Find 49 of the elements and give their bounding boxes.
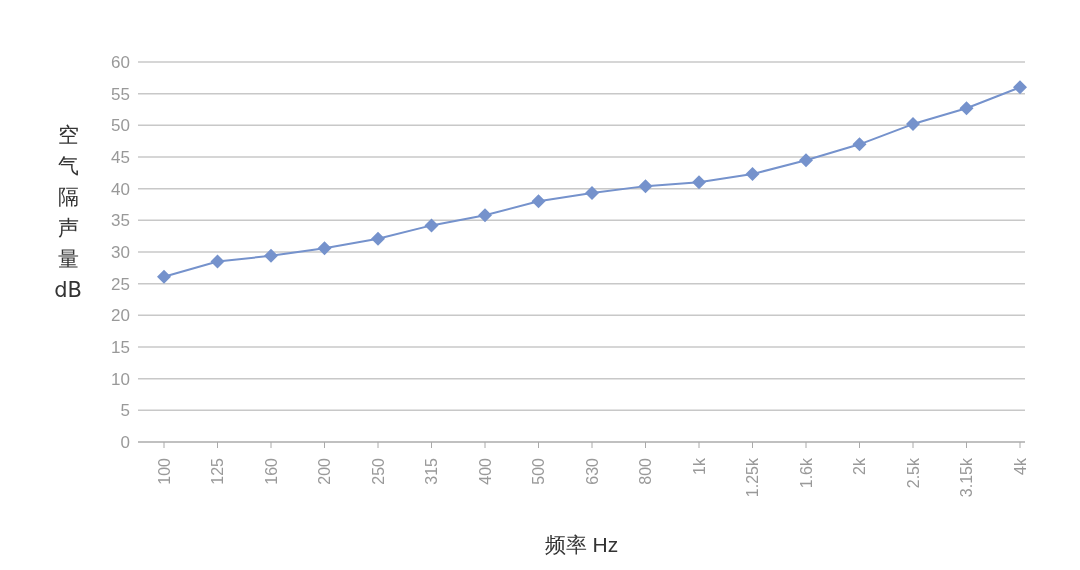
y-tick-label: 55 <box>111 84 130 104</box>
point <box>852 137 867 152</box>
point <box>799 153 813 168</box>
point <box>1013 80 1027 95</box>
y-tick-label: 35 <box>111 211 130 231</box>
x-tick-label: 1.6k <box>797 457 815 489</box>
y-tick-label: 60 <box>111 53 130 73</box>
point <box>157 269 171 284</box>
point <box>371 231 385 246</box>
point <box>210 254 225 269</box>
x-tick-label: 1k <box>690 457 708 475</box>
x-tick-label: 2k <box>851 457 869 475</box>
x-tick-label: 315 <box>423 457 441 485</box>
y-tick-label: 10 <box>111 369 130 389</box>
y-tick-label: 30 <box>111 243 130 263</box>
y-tick-label: 45 <box>111 148 130 168</box>
x-tick-label: 100 <box>155 457 173 485</box>
x-tick-label: 1.25k <box>744 457 762 498</box>
x-tick-label: 4k <box>1011 457 1029 475</box>
x-tick-label: 160 <box>262 457 280 485</box>
y-axis-title: 空气隔声量dB <box>54 122 82 302</box>
point <box>531 194 546 209</box>
y-tick-label: 20 <box>111 306 130 326</box>
x-tick-label: 400 <box>476 457 494 485</box>
y-tick-label: 15 <box>111 338 130 358</box>
x-axis-title: 频率 Hz <box>544 533 619 556</box>
point <box>317 241 332 256</box>
point <box>264 248 278 263</box>
point <box>906 117 920 132</box>
y-tick-label: 50 <box>111 116 130 136</box>
y-tick-label: 0 <box>120 433 130 453</box>
x-tick-label: 630 <box>583 457 601 485</box>
x-tick-label: 3.15k <box>958 457 976 498</box>
point <box>745 167 760 182</box>
x-tick-label: 800 <box>637 457 655 485</box>
x-tick-label: 500 <box>530 457 548 485</box>
x-tick-label: 2.5k <box>904 457 922 489</box>
y-tick-label: 40 <box>111 179 130 199</box>
x-tick-label: 250 <box>369 457 387 485</box>
point <box>638 179 653 194</box>
point <box>692 175 706 190</box>
y-tick-label: 5 <box>120 401 130 421</box>
point <box>478 208 492 223</box>
point <box>424 218 439 233</box>
point <box>585 186 599 201</box>
x-tick-label: 125 <box>209 457 227 485</box>
y-tick-label: 25 <box>111 274 130 294</box>
x-tick-label: 200 <box>316 457 334 485</box>
point <box>959 101 974 116</box>
